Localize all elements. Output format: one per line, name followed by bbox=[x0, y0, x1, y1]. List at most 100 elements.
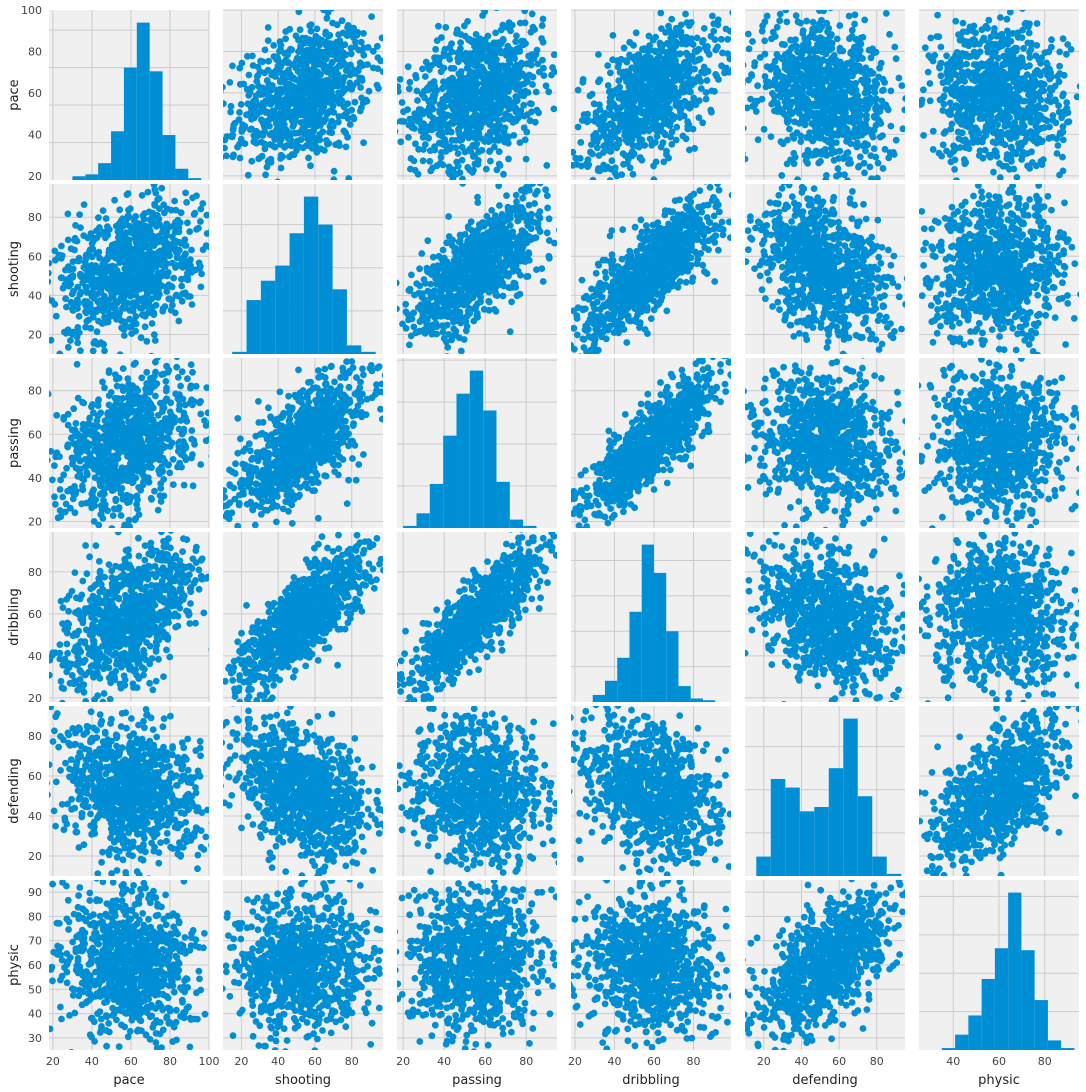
histogram-bar bbox=[523, 526, 536, 528]
histogram-bar bbox=[443, 436, 456, 528]
y-tick-label: 90 bbox=[28, 886, 42, 899]
histogram-bar bbox=[124, 68, 137, 180]
y-tick-label: 60 bbox=[28, 250, 42, 263]
histogram-bar bbox=[678, 686, 690, 702]
x-tick-label: 80 bbox=[345, 1055, 359, 1068]
x-tick-label: 60 bbox=[992, 1055, 1006, 1068]
y-axis-label-defending: defending bbox=[7, 758, 22, 823]
y-tick-label: 40 bbox=[28, 1008, 42, 1021]
x-tick-label: 60 bbox=[647, 1055, 661, 1068]
y-tick-label: 60 bbox=[28, 87, 42, 100]
panel-dribbling-vs-shooting bbox=[209, 507, 403, 719]
histogram-bar bbox=[72, 176, 85, 180]
histogram-bar bbox=[403, 526, 416, 528]
x-axis-label-shooting: shooting bbox=[275, 1073, 331, 1088]
histogram-bar bbox=[955, 1035, 968, 1050]
x-axis-label-passing: passing bbox=[452, 1073, 502, 1088]
y-tick-label: 40 bbox=[28, 650, 42, 663]
y-tick-label: 20 bbox=[28, 692, 42, 705]
panel-dribbling-vs-dribbling bbox=[571, 532, 731, 702]
histogram-bar bbox=[703, 700, 715, 702]
y-tick-label: 40 bbox=[28, 289, 42, 302]
histogram-bar bbox=[829, 768, 843, 876]
histogram-bar bbox=[483, 410, 496, 528]
histogram-bar bbox=[666, 631, 678, 702]
x-tick-label: 80 bbox=[163, 1055, 177, 1068]
histogram-bar bbox=[593, 695, 605, 702]
histogram-bar bbox=[333, 289, 347, 354]
y-tick-label: 50 bbox=[28, 983, 42, 996]
histogram-bar bbox=[304, 197, 318, 354]
histogram-bar bbox=[1008, 893, 1021, 1050]
y-tick-label: 80 bbox=[28, 566, 42, 579]
x-tick-label: 60 bbox=[308, 1055, 322, 1068]
x-tick-label: 80 bbox=[519, 1055, 533, 1068]
histogram-bar bbox=[1061, 1048, 1074, 1050]
histogram-bar bbox=[290, 233, 304, 354]
panel-shooting-vs-shooting bbox=[223, 184, 383, 354]
y-tick-label: 60 bbox=[28, 428, 42, 441]
histogram-bar bbox=[275, 266, 289, 354]
histogram-bar bbox=[654, 573, 666, 702]
histogram-bar bbox=[605, 681, 617, 702]
histogram-bar bbox=[496, 482, 509, 528]
panel-pace-vs-passing bbox=[366, 0, 588, 209]
panel-shooting-vs-defending bbox=[713, 179, 931, 390]
y-tick-label: 60 bbox=[28, 959, 42, 972]
histogram-bar bbox=[1021, 950, 1034, 1050]
y-tick-label: 20 bbox=[28, 328, 42, 341]
histogram-bar bbox=[617, 658, 629, 702]
histogram-bar bbox=[785, 788, 799, 876]
histogram-bar bbox=[858, 796, 872, 876]
y-tick-label: 20 bbox=[28, 515, 42, 528]
histogram-bar bbox=[982, 979, 995, 1050]
y-axis-label-shooting: shooting bbox=[7, 241, 22, 297]
x-tick-label: 20 bbox=[568, 1055, 582, 1068]
panel-defending-vs-shooting bbox=[191, 673, 431, 916]
y-tick-label: 80 bbox=[28, 730, 42, 743]
histogram-bar bbox=[843, 719, 857, 876]
histogram-bar bbox=[995, 948, 1008, 1050]
histogram-bar bbox=[800, 811, 814, 876]
histogram-bar bbox=[872, 857, 886, 876]
panel-physic-vs-dribbling bbox=[535, 848, 764, 1071]
x-tick-label: 40 bbox=[437, 1055, 451, 1068]
y-tick-label: 40 bbox=[28, 472, 42, 485]
x-tick-label: 40 bbox=[946, 1055, 960, 1068]
histogram-bar bbox=[232, 352, 246, 354]
y-tick-label: 30 bbox=[28, 1032, 42, 1045]
y-tick-label: 100 bbox=[21, 4, 42, 17]
y-tick-label: 80 bbox=[28, 385, 42, 398]
histogram-bar bbox=[247, 300, 261, 354]
panel-passing-vs-shooting bbox=[199, 319, 401, 556]
histogram-bar bbox=[361, 352, 375, 354]
x-tick-label: 20 bbox=[234, 1055, 248, 1068]
histogram-bar bbox=[771, 779, 785, 876]
panel-pace-vs-dribbling bbox=[540, 0, 776, 209]
x-tick-label: 40 bbox=[85, 1055, 99, 1068]
panel-defending-vs-defending bbox=[745, 706, 905, 876]
y-tick-label: 40 bbox=[28, 810, 42, 823]
histogram-bar bbox=[1035, 1000, 1048, 1050]
x-tick-label: 60 bbox=[478, 1055, 492, 1068]
histogram-bar bbox=[85, 174, 98, 180]
histogram-bar bbox=[111, 131, 124, 180]
panel-shooting-vs-passing bbox=[373, 153, 587, 375]
histogram-bar bbox=[629, 612, 641, 702]
x-axis-label-pace: pace bbox=[113, 1073, 144, 1088]
y-tick-label: 20 bbox=[28, 170, 42, 183]
histogram-bar bbox=[510, 520, 523, 528]
histogram-bar bbox=[456, 394, 469, 528]
x-tick-label: 40 bbox=[794, 1055, 808, 1068]
x-tick-label: 20 bbox=[46, 1055, 60, 1068]
histogram-bar bbox=[347, 345, 361, 354]
y-tick-label: 80 bbox=[28, 211, 42, 224]
histogram-bar bbox=[968, 1015, 981, 1050]
histogram-bar bbox=[814, 807, 828, 876]
panel-passing-vs-defending bbox=[697, 326, 933, 566]
panel-pace-vs-physic bbox=[874, 0, 1086, 210]
y-tick-label: 40 bbox=[28, 128, 42, 141]
x-tick-label: 20 bbox=[757, 1055, 771, 1068]
y-axis-label-pace: pace bbox=[7, 79, 22, 110]
